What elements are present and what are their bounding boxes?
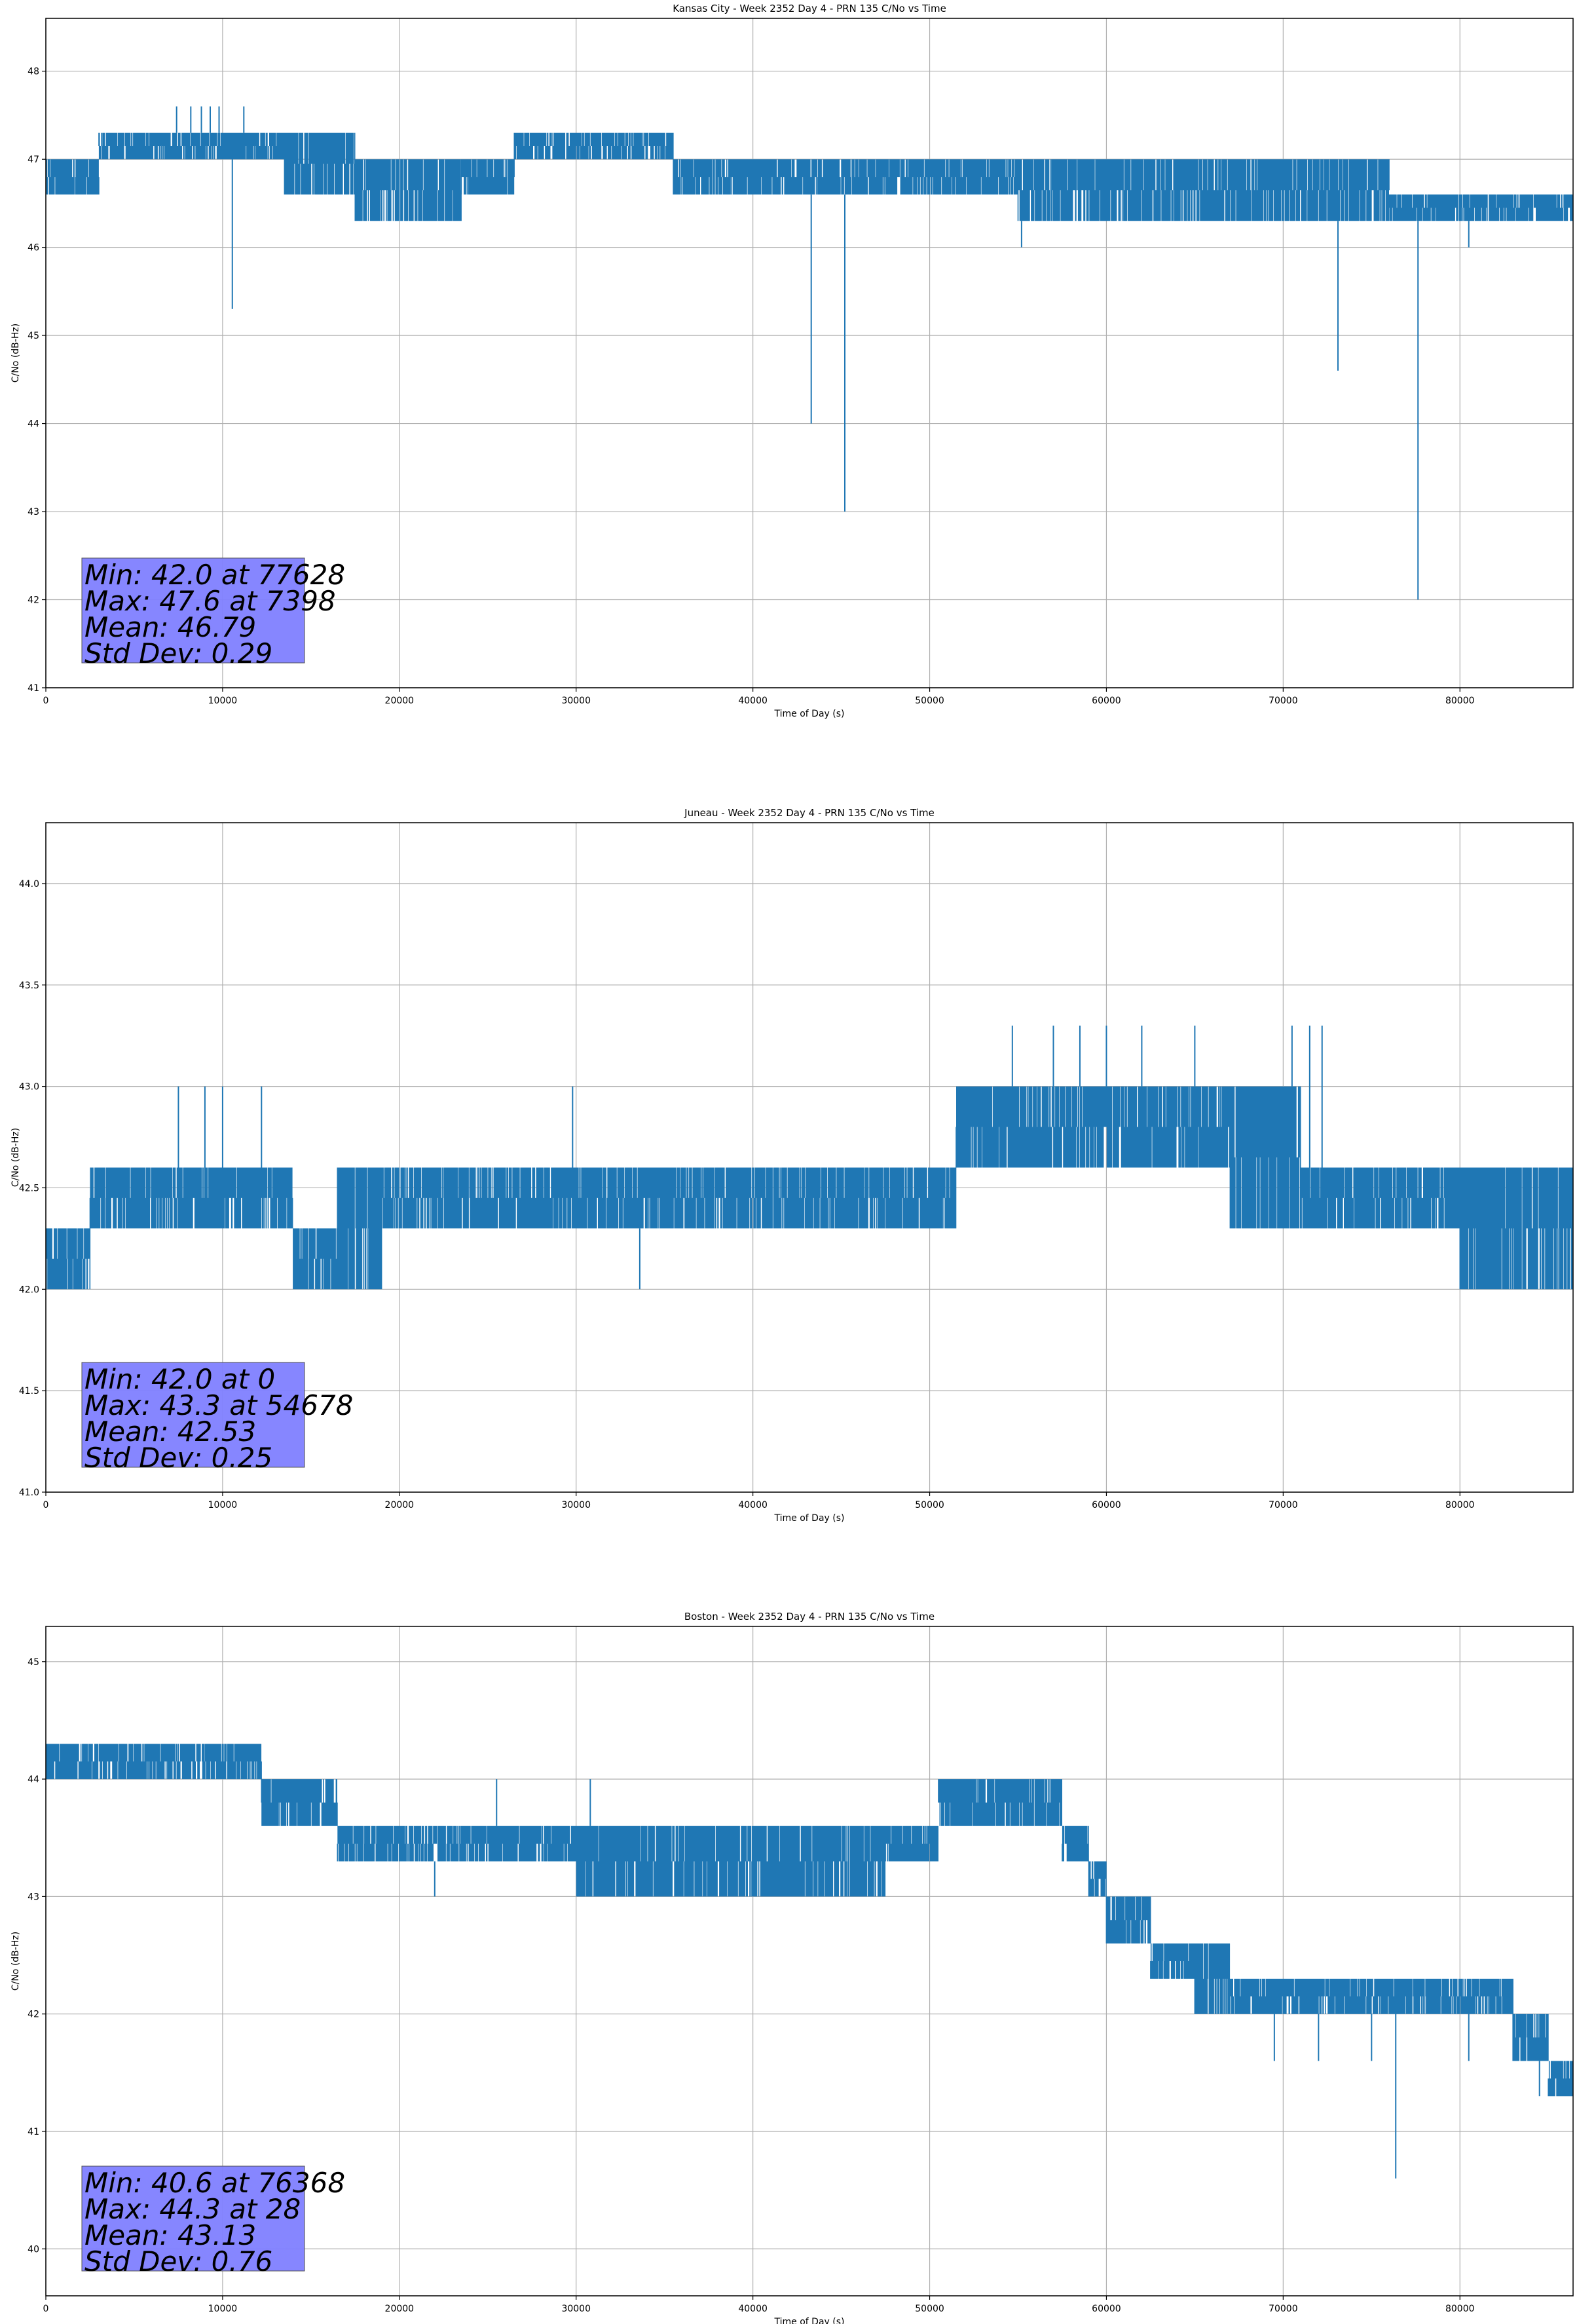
x-tick-label: 0 [43, 1500, 49, 1510]
x-tick-label: 70000 [1269, 1500, 1298, 1510]
x-tick-label: 10000 [208, 696, 238, 706]
x-tick-label: 0 [43, 696, 49, 706]
y-tick-label: 42 [28, 2010, 39, 2020]
axes-frame [45, 822, 1574, 1493]
x-tick-label: 20000 [385, 2304, 415, 2314]
x-tick-label: 20000 [385, 696, 415, 706]
stats-line: Mean: 42.53 [84, 1415, 256, 1448]
x-tick-label: 80000 [1445, 2304, 1475, 2314]
y-tick-label: 42.5 [19, 1183, 39, 1193]
chart-panel-2: 0 10000 20000 30000 40000 50000 60000 70000 8000… [10, 1611, 1574, 2324]
x-tick-label: 40000 [738, 2304, 768, 2314]
stats-box [81, 2165, 305, 2272]
x-tick-label: 40000 [738, 1500, 768, 1510]
y-tick-label: 45 [28, 1657, 39, 1668]
y-axis-label: C/No (dB-Hz) [10, 1128, 21, 1187]
stats-line: Max: 43.3 at 54678 [84, 1389, 353, 1421]
y-tick-label: 40 [28, 2244, 39, 2255]
stats-line: Min: 42.0 at 77628 [84, 559, 345, 591]
x-axis-label: Time of Day (s) [774, 709, 845, 719]
x-tick-label: 20000 [385, 1500, 415, 1510]
stats-line: Std Dev: 0.29 [84, 637, 272, 669]
x-tick-label: 50000 [915, 696, 944, 706]
stats-box [81, 1362, 305, 1468]
stats-line: Max: 44.3 at 28 [84, 2193, 301, 2225]
y-tick-label: 43.0 [19, 1082, 39, 1093]
y-tick-label: 41.5 [19, 1386, 39, 1396]
x-tick-label: 30000 [561, 2304, 591, 2314]
y-tick-label: 43.5 [19, 981, 39, 991]
stats-line: Max: 47.6 at 7398 [84, 585, 336, 617]
x-tick-label: 10000 [208, 2304, 238, 2314]
stats-line: Mean: 43.13 [84, 2219, 256, 2251]
x-tick-label: 30000 [561, 1500, 591, 1510]
stats-line: Mean: 46.79 [84, 611, 256, 643]
x-axis-label: Time of Day (s) [774, 2317, 845, 2324]
x-tick-label: 80000 [1445, 1500, 1475, 1510]
y-tick-label: 41.0 [19, 1488, 39, 1498]
stats-line: Min: 40.6 at 76368 [84, 2167, 345, 2199]
y-tick-label: 42 [28, 595, 39, 606]
chart-title: Kansas City - Week 2352 Day 4 - PRN 135 … [673, 3, 946, 14]
x-tick-label: 60000 [1092, 2304, 1121, 2314]
chart-panel-0: 0 10000 20000 30000 40000 50000 60000 70000 8000… [10, 3, 1574, 719]
x-tick-label: 50000 [915, 2304, 944, 2314]
x-tick-label: 0 [43, 2304, 49, 2314]
plot-area [46, 106, 1573, 600]
y-tick-label: 44.0 [19, 879, 39, 890]
y-tick-label: 45 [28, 331, 39, 341]
y-tick-label: 46 [28, 243, 39, 253]
x-tick-label: 70000 [1269, 696, 1298, 706]
stats-line: Std Dev: 0.25 [84, 1442, 272, 1474]
y-tick-label: 41 [28, 2127, 39, 2137]
chart-panel-1: 0 10000 20000 30000 40000 50000 60000 70000 8000… [10, 807, 1574, 1524]
y-tick-label: 48 [28, 67, 39, 77]
x-tick-label: 40000 [738, 696, 768, 706]
x-axis-label: Time of Day (s) [774, 1513, 845, 1524]
stats-line: Std Dev: 0.76 [84, 2245, 272, 2277]
data-trace [46, 1744, 1573, 2097]
x-tick-label: 60000 [1092, 696, 1121, 706]
axes-frame [45, 1626, 1574, 2296]
x-tick-label: 80000 [1445, 696, 1475, 706]
stats-line: Min: 42.0 at 0 [84, 1363, 275, 1395]
x-tick-label: 50000 [915, 1500, 944, 1510]
y-tick-label: 41 [28, 683, 39, 694]
x-tick-label: 70000 [1269, 2304, 1298, 2314]
y-tick-label: 43 [28, 1892, 39, 1902]
y-axis-label: C/No (dB-Hz) [10, 324, 21, 383]
axes-frame [45, 18, 1574, 688]
x-tick-label: 60000 [1092, 1500, 1121, 1510]
chart-title: Boston - Week 2352 Day 4 - PRN 135 C/No … [684, 1611, 935, 1622]
data-trace [46, 132, 1573, 221]
plot-area [46, 1744, 1573, 2179]
chart-title: Juneau - Week 2352 Day 4 - PRN 135 C/No … [684, 807, 935, 819]
x-tick-label: 30000 [561, 696, 591, 706]
y-tick-label: 44 [28, 1774, 39, 1785]
x-tick-label: 10000 [208, 1500, 238, 1510]
y-tick-label: 42.0 [19, 1284, 39, 1295]
stats-box [81, 557, 305, 664]
y-tick-label: 47 [28, 155, 39, 165]
y-axis-label: C/No (dB-Hz) [10, 1932, 21, 1991]
plot-area [46, 1025, 1573, 1290]
y-tick-label: 43 [28, 507, 39, 517]
data-trace [46, 1086, 1573, 1290]
y-tick-label: 44 [28, 419, 39, 430]
